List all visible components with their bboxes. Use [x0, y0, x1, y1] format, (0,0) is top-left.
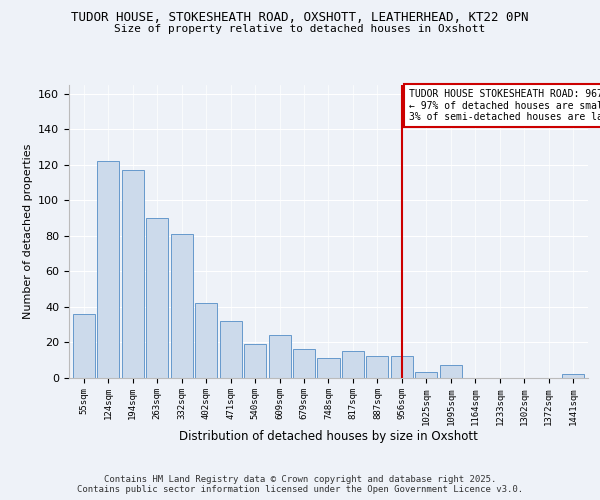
- Bar: [317, 358, 340, 378]
- Bar: [170, 234, 193, 378]
- Text: TUDOR HOUSE, STOKESHEATH ROAD, OXSHOTT, LEATHERHEAD, KT22 0PN: TUDOR HOUSE, STOKESHEATH ROAD, OXSHOTT, …: [71, 11, 529, 24]
- Text: Contains HM Land Registry data © Crown copyright and database right 2025.
Contai: Contains HM Land Registry data © Crown c…: [77, 474, 523, 494]
- X-axis label: Distribution of detached houses by size in Oxshott: Distribution of detached houses by size …: [179, 430, 478, 444]
- Bar: [293, 349, 315, 378]
- Bar: [244, 344, 266, 378]
- Bar: [220, 321, 242, 378]
- Bar: [562, 374, 584, 378]
- Bar: [122, 170, 143, 378]
- Bar: [367, 356, 388, 378]
- Y-axis label: Number of detached properties: Number of detached properties: [23, 144, 32, 319]
- Bar: [391, 356, 413, 378]
- Bar: [195, 303, 217, 378]
- Bar: [440, 365, 462, 378]
- Bar: [73, 314, 95, 378]
- Bar: [146, 218, 168, 378]
- Text: TUDOR HOUSE STOKESHEATH ROAD: 967sqm
← 97% of detached houses are smaller (615)
: TUDOR HOUSE STOKESHEATH ROAD: 967sqm ← 9…: [409, 88, 600, 122]
- Bar: [342, 351, 364, 378]
- Bar: [415, 372, 437, 378]
- Bar: [97, 161, 119, 378]
- Bar: [269, 335, 290, 378]
- Text: Size of property relative to detached houses in Oxshott: Size of property relative to detached ho…: [115, 24, 485, 34]
